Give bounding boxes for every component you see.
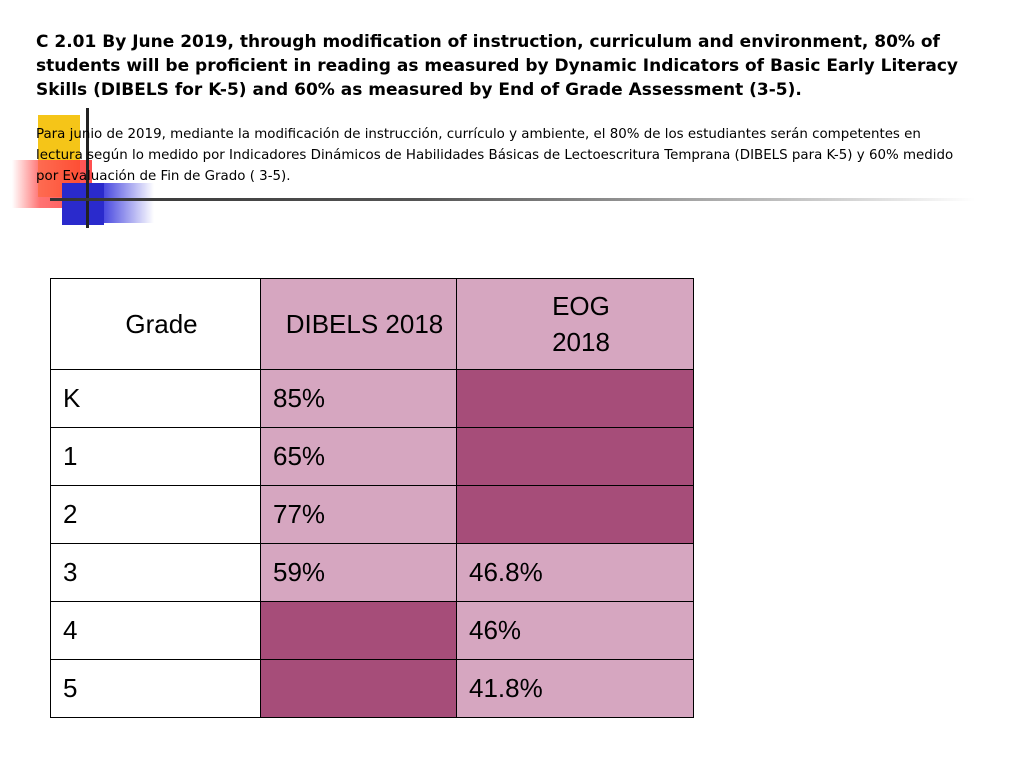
table-row: 1 65% [50, 427, 694, 486]
header-eog-label: EOG [552, 291, 610, 321]
eog-cell: 46% [456, 601, 694, 660]
header-dibels-2018: DIBELS 2018 [260, 278, 457, 370]
header-grade: Grade [50, 278, 261, 370]
decorative-vertical-line [86, 108, 89, 228]
table-row: 2 77% [50, 485, 694, 544]
table-row: K 85% [50, 369, 694, 428]
grade-cell: K [50, 369, 261, 428]
eog-cell: 41.8% [456, 659, 694, 718]
dibels-cell: 77% [260, 485, 457, 544]
table-header-row: Grade DIBELS 2018 EOG 2018 [50, 278, 694, 370]
table-row: 5 41.8% [50, 659, 694, 718]
header-eog-2018: EOG 2018 [456, 278, 694, 370]
grade-cell: 1 [50, 427, 261, 486]
decorative-blue-fade [104, 183, 154, 223]
goal-statement-spanish: Para junio de 2019, mediante la modifica… [36, 127, 954, 184]
table-row: 3 59% 46.8% [50, 543, 694, 602]
header-eog-year: 2018 [552, 327, 610, 357]
title-divider-line [50, 198, 975, 201]
grade-cell: 2 [50, 485, 261, 544]
grade-cell: 4 [50, 601, 261, 660]
eog-cell-empty [456, 427, 694, 486]
grade-cell: 5 [50, 659, 261, 718]
dibels-cell-empty [260, 601, 457, 660]
eog-cell: 46.8% [456, 543, 694, 602]
eog-cell-empty [456, 369, 694, 428]
table-row: 4 46% [50, 601, 694, 660]
goal-statement-english: C 2.01 By June 2019, through modificatio… [36, 32, 958, 100]
dibels-cell-empty [260, 659, 457, 718]
decorative-blue-square [62, 183, 104, 225]
results-table: Grade DIBELS 2018 EOG 2018 K 85% 1 65% 2… [50, 278, 694, 718]
eog-cell-empty [456, 485, 694, 544]
dibels-cell: 65% [260, 427, 457, 486]
dibels-cell: 85% [260, 369, 457, 428]
dibels-cell: 59% [260, 543, 457, 602]
grade-cell: 3 [50, 543, 261, 602]
